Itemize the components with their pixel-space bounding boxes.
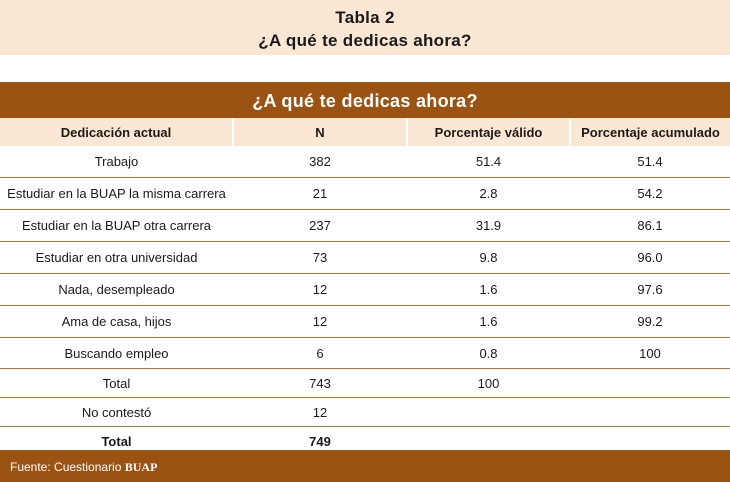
cell-n: 73	[233, 241, 407, 274]
source-footer: Fuente: Cuestionario BUAP	[0, 450, 730, 482]
column-header-porcentaje-acumulado: Porcentaje acumulado	[569, 118, 730, 146]
cell-porcentaje-acumulado: 51.4	[637, 154, 663, 169]
cell-n: 12	[233, 397, 407, 427]
cell-dedicacion: Total	[0, 368, 233, 398]
column-header-dedicacion: Dedicación actual	[0, 118, 233, 146]
cell-porcentaje-acumulado: 54.2	[570, 177, 730, 210]
cell-porcentaje-valido: 2.8	[407, 177, 570, 210]
table-row: Total 743 100	[0, 368, 730, 398]
table-row: Estudiar en la BUAP otra carrera 237 31.…	[0, 209, 730, 242]
cell-dedicacion: Buscando empleo	[0, 337, 233, 369]
cell-dedicacion: Estudiar en la BUAP la misma carrera	[0, 177, 233, 210]
cell-porcentaje-valido	[407, 397, 570, 427]
cell-n: 6	[233, 337, 407, 369]
caption-box: Tabla 2 ¿A qué te dedicas ahora?	[0, 0, 730, 55]
cell-dedicacion: Estudiar en la BUAP otra carrera	[0, 209, 233, 242]
column-header-n: N	[232, 118, 407, 146]
cell-porcentaje-valido: 9.8	[407, 241, 570, 274]
cell-n: 743	[233, 368, 407, 398]
cell-n: 21	[233, 177, 407, 210]
cell-porcentaje-acumulado: 86.1	[570, 209, 730, 242]
source-note: Fuente: Cuestionario BUAP	[10, 460, 157, 475]
cell-porcentaje-acumulado: 96.0	[570, 241, 730, 274]
cell-porcentaje-acumulado: 99.2	[570, 305, 730, 338]
cell-porcentaje-valido: 100	[407, 368, 570, 398]
table-row: Ama de casa, hijos 12 1.6 99.2	[0, 305, 730, 338]
cell-porcentaje-acumulado: 100	[570, 337, 730, 369]
cell-porcentaje-valido: 51.4	[475, 154, 502, 169]
cell-dedicacion: Ama de casa, hijos	[0, 305, 233, 338]
cell-porcentaje-acumulado	[570, 368, 730, 398]
cell-porcentaje-acumulado	[570, 397, 730, 427]
cell-porcentaje-valido: 1.6	[407, 273, 570, 306]
cell-dedicacion: Nada, desempleado	[0, 273, 233, 306]
cell-porcentaje-valido: 31.9	[407, 209, 570, 242]
cell-n: 237	[233, 209, 407, 242]
cell-porcentaje-valido: 0.8	[407, 337, 570, 369]
table-row: Nada, desempleado 12 1.6 97.6	[0, 273, 730, 306]
cell-n: 12	[233, 305, 407, 338]
table-row: No contestó 12	[0, 397, 730, 427]
table-row: Buscando empleo 6 0.8 100	[0, 337, 730, 369]
cell-dedicacion: Trabajo	[94, 154, 139, 169]
cell-porcentaje-valido: 1.6	[407, 305, 570, 338]
source-brand: BUAP	[124, 460, 158, 474]
table-header-row: Dedicación actual N Porcentaje válido Po…	[0, 118, 730, 146]
table-title: ¿A qué te dedicas ahora?	[0, 82, 730, 118]
caption-subtitle: ¿A qué te dedicas ahora?	[258, 31, 472, 50]
cell-dedicacion: No contestó	[0, 397, 233, 427]
cell-n: 382	[309, 154, 331, 169]
data-table: Dedicación actual N Porcentaje válido Po…	[0, 118, 730, 455]
table-row: Estudiar en otra universidad 73 9.8 96.0	[0, 241, 730, 274]
column-header-porcentaje-valido: Porcentaje válido	[406, 118, 570, 146]
data-table-container: ¿A qué te dedicas ahora? Dedicación actu…	[0, 82, 730, 455]
table-row: Estudiar en la BUAP la misma carrera 21 …	[0, 177, 730, 210]
caption-title: Tabla 2	[335, 8, 395, 27]
cell-dedicacion: Estudiar en otra universidad	[0, 241, 233, 274]
source-label: Fuente: Cuestionario	[10, 460, 122, 474]
cell-n: 12	[233, 273, 407, 306]
cell-porcentaje-acumulado: 97.6	[570, 273, 730, 306]
table-row: Trabajo 382 51.4 51.4	[0, 146, 730, 178]
